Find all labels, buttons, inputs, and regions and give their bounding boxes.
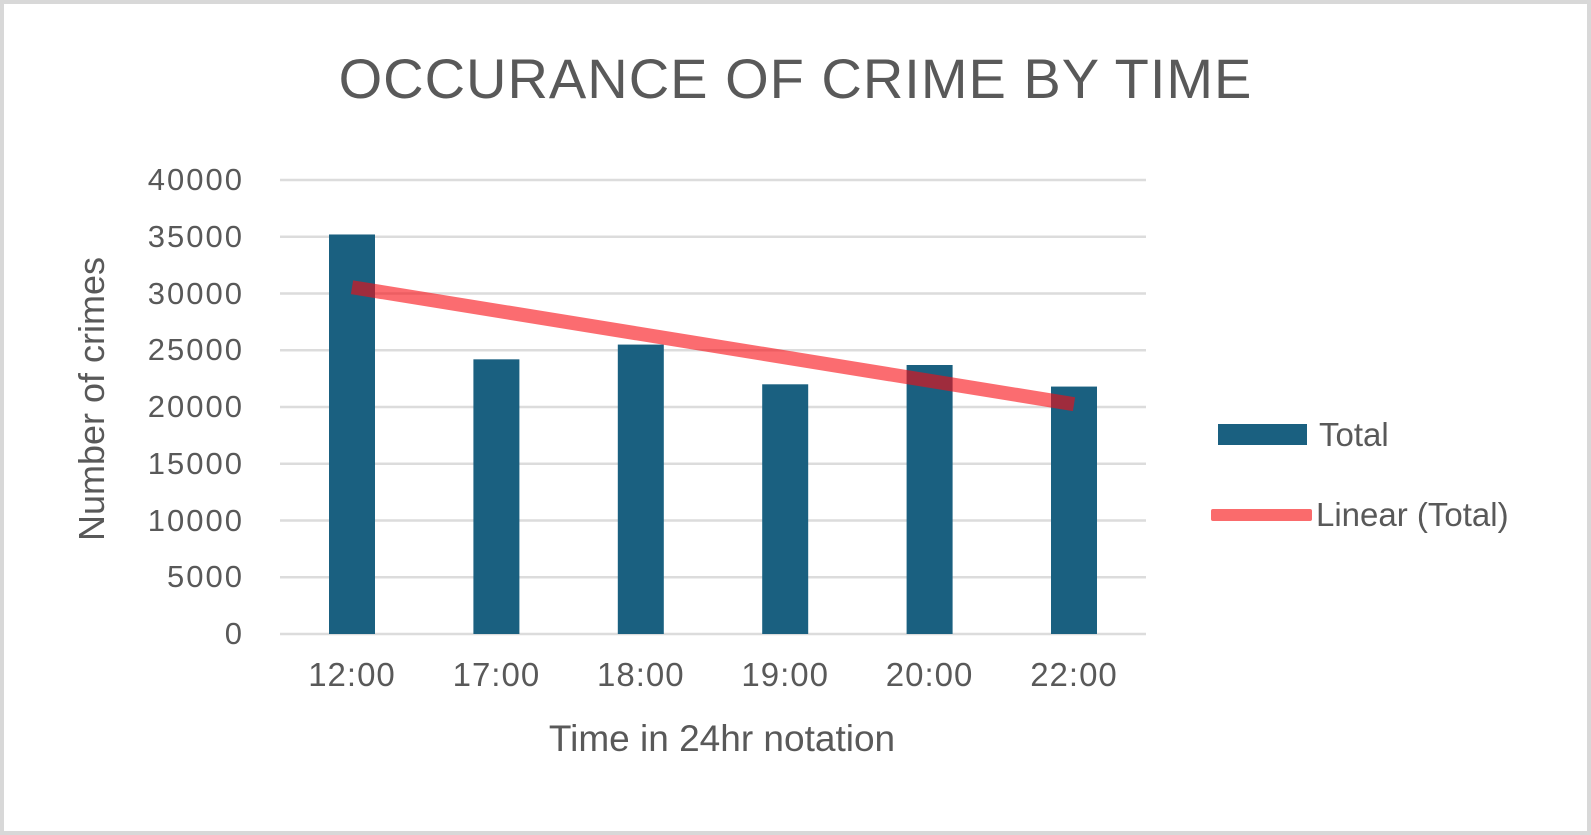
y-tick-label: 20000 xyxy=(147,389,244,424)
bar xyxy=(1051,386,1097,634)
x-tick-label: 22:00 xyxy=(1030,656,1118,693)
legend-label-linear-total: Linear (Total) xyxy=(1316,496,1509,533)
bar xyxy=(617,344,664,634)
bar xyxy=(906,365,953,634)
bar xyxy=(762,384,809,634)
y-tick-label: 10000 xyxy=(147,502,244,538)
x-tick-label: 19:00 xyxy=(741,656,829,693)
x-axis-title: Time in 24hr notation xyxy=(548,718,896,759)
x-tick-label: 18:00 xyxy=(597,656,685,693)
y-tick-label: 30000 xyxy=(147,275,244,311)
x-tick-label: 17:00 xyxy=(452,656,541,693)
bar xyxy=(329,234,375,635)
legend-label-total: Total xyxy=(1319,416,1389,453)
legend-swatch-linear-total xyxy=(1211,509,1312,521)
y-tick-label: 15000 xyxy=(147,445,244,481)
y-tick-label: 25000 xyxy=(147,332,244,368)
legend-swatch-total xyxy=(1218,424,1307,445)
y-tick-label: 5000 xyxy=(167,559,244,595)
bar xyxy=(473,359,520,634)
y-tick-label: 35000 xyxy=(147,218,244,254)
y-tick-label: 0 xyxy=(224,616,244,651)
x-tick-label: 20:00 xyxy=(885,656,974,693)
plot-area xyxy=(280,178,1146,636)
trendline xyxy=(350,280,1076,412)
chart-title: OCCURANCE OF CRIME BY TIME xyxy=(338,47,1253,110)
y-tick-label: 40000 xyxy=(147,162,244,197)
x-tick-label: 12:00 xyxy=(308,656,396,693)
